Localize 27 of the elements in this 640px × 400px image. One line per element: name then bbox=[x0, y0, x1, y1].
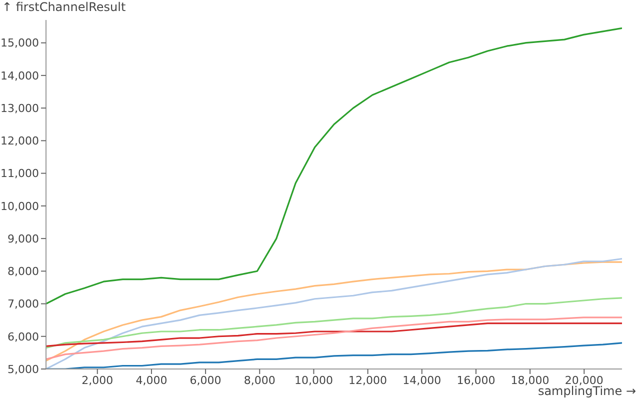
y-tick-label: 15,000 bbox=[0, 36, 39, 50]
line-series bbox=[46, 322, 622, 347]
x-axis-title: samplingTime → bbox=[538, 384, 636, 398]
x-tick-label: 20,000 bbox=[564, 374, 604, 387]
x-tick-label: 12,000 bbox=[348, 374, 388, 387]
line-series bbox=[46, 316, 622, 360]
y-tick-label: 13,000 bbox=[0, 102, 39, 115]
y-tick-label: 12,000 bbox=[0, 134, 39, 148]
x-tick-label: 14,000 bbox=[402, 374, 442, 387]
x-tick-label: 16,000 bbox=[456, 374, 496, 387]
y-tick-label: 10,000 bbox=[0, 200, 39, 213]
y-tick-label: 11,000 bbox=[0, 167, 39, 180]
x-tick-label: 10,000 bbox=[294, 374, 333, 387]
x-tick-label: 4,000 bbox=[136, 374, 168, 387]
y-tick-label: 6,000 bbox=[8, 330, 39, 344]
y-axis-title: ↑ firstChannelResult bbox=[2, 0, 126, 14]
x-tick-label: 2,000 bbox=[82, 374, 114, 387]
line-series bbox=[46, 297, 622, 349]
x-tick-label: 18,000 bbox=[510, 374, 550, 387]
y-tick-label: 7,000 bbox=[8, 298, 39, 311]
y-tick-label: 8,000 bbox=[8, 265, 39, 278]
line-series bbox=[46, 27, 622, 305]
y-tick-label: 9,000 bbox=[8, 232, 39, 246]
y-tick-label: 14,000 bbox=[0, 69, 39, 82]
x-tick-label: 6,000 bbox=[190, 374, 222, 387]
x-tick-label: 8,000 bbox=[244, 374, 276, 387]
y-tick-label: 5,000 bbox=[8, 362, 39, 376]
